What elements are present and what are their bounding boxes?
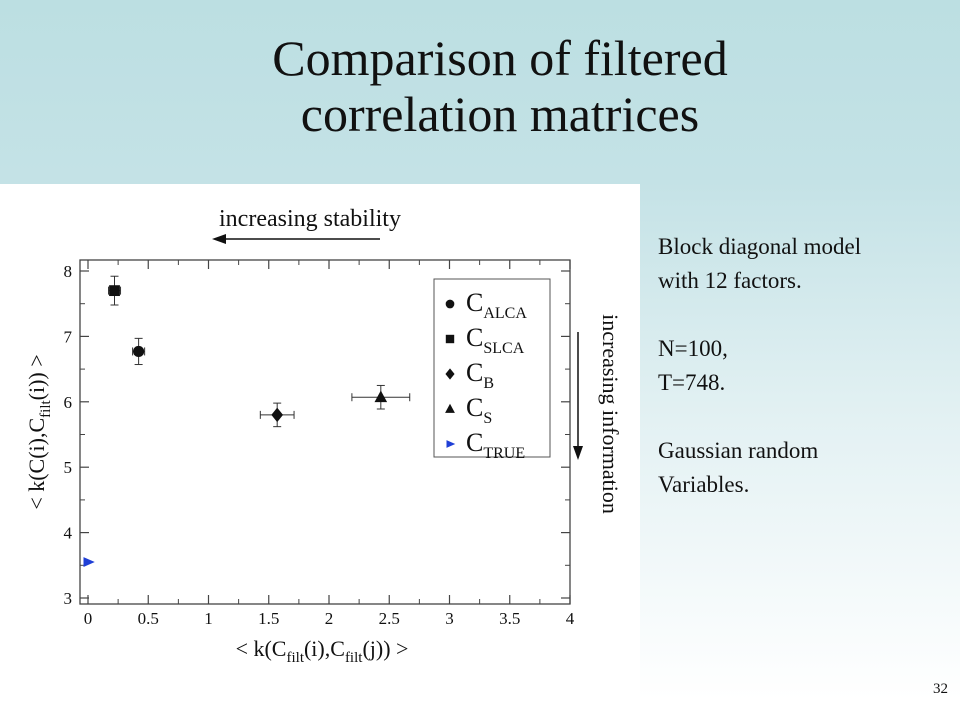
left-arrow: [212, 234, 380, 244]
marker-triangle: [374, 390, 388, 403]
y-tick-label: 7: [64, 327, 73, 346]
marker-arrow: [446, 440, 456, 448]
x-axis-label-sub2: filt: [345, 650, 363, 666]
marker-square: [109, 285, 120, 297]
note-line-2: with 12 factors.: [658, 268, 802, 293]
legend-entry-slca: CSLCA: [445, 323, 525, 357]
marker-circle: [445, 299, 455, 309]
legend-entry-true: CTRUE: [446, 428, 525, 462]
x-axis-label-pre: < k(C: [236, 636, 287, 661]
note-line-4: T=748.: [658, 370, 726, 395]
legend-label: CTRUE: [466, 428, 525, 462]
x-axis-label-sub1: filt: [286, 650, 304, 666]
y-tick-label: 6: [64, 393, 73, 412]
note-line-6: Variables.: [658, 472, 750, 497]
legend-label: CSLCA: [466, 323, 525, 357]
x-tick-label: 1.5: [258, 609, 279, 628]
data-point-alca: [132, 337, 146, 366]
y-tick-label: 5: [64, 458, 73, 477]
data-point-s: [351, 384, 411, 410]
legend-label: CS: [466, 393, 492, 427]
x-tick-label: 4: [566, 609, 575, 628]
y-tick-label: 4: [64, 524, 73, 543]
x-tick-label: 0: [84, 609, 93, 628]
x-axis-label-post: (j)) >: [362, 636, 408, 661]
marker-arrow: [83, 557, 95, 567]
x-tick-label: 0.5: [138, 609, 159, 628]
y-axis-label-post: (i)) >: [24, 354, 49, 400]
scatter-chart: increasing stability increasing informat…: [24, 206, 623, 666]
x-tick-label: 1: [204, 609, 213, 628]
figure-panel: increasing stability increasing informat…: [0, 184, 640, 700]
marker-triangle: [445, 403, 455, 413]
title-line-2: correlation matrices: [300, 86, 700, 142]
title-line-1: Comparison of filtered: [272, 30, 728, 86]
down-arrow: [573, 332, 583, 460]
note-line-1: Block diagonal model: [658, 234, 862, 259]
y-tick-label: 8: [64, 262, 73, 281]
right-annotation: increasing information: [598, 314, 623, 514]
plot-frame: [79, 259, 571, 605]
y-axis-label: < k(C(i),Cfilt(i)) >: [24, 354, 54, 509]
legend-entry-b: CB: [445, 358, 494, 392]
data-point-slca: [107, 275, 122, 306]
marker-circle: [133, 345, 145, 358]
legend-entry-alca: CALCA: [445, 288, 527, 322]
note-line-3: N=100,: [658, 336, 728, 361]
legend-box: [433, 278, 551, 458]
note-line-5: Gaussian random: [658, 438, 819, 463]
marker-diamond: [445, 368, 455, 380]
legend-entry-s: CS: [445, 393, 492, 427]
y-tick-label: 3: [64, 589, 73, 608]
x-tick-label: 2: [325, 609, 334, 628]
page-number: 32: [933, 681, 948, 697]
x-tick-label: 2.5: [379, 609, 400, 628]
marker-diamond: [271, 407, 284, 423]
marker-square: [445, 334, 455, 344]
top-annotation: increasing stability: [219, 206, 401, 232]
x-axis-label-mid: (i),C: [304, 636, 345, 661]
side-notes: Block diagonal model with 12 factors. N=…: [658, 230, 953, 502]
slide-title: Comparison of filtered correlation matri…: [120, 30, 880, 142]
data-point-b: [259, 402, 295, 428]
legend-label: CALCA: [466, 288, 527, 322]
x-axis-label: < k(Cfilt(i),Cfilt(j)) >: [236, 636, 409, 666]
x-tick-label: 3: [445, 609, 454, 628]
y-axis-label-sub: filt: [38, 399, 54, 417]
data-point-true: [83, 557, 95, 567]
y-axis-label-pre: < k(C(i),C: [24, 418, 49, 510]
x-tick-label: 3.5: [499, 609, 520, 628]
legend-label: CB: [466, 358, 494, 392]
